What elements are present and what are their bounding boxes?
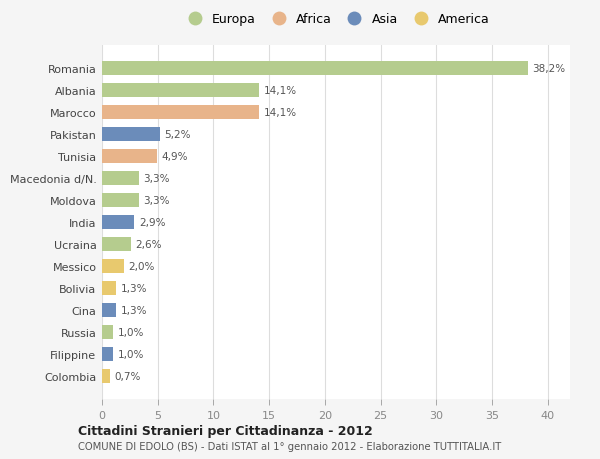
- Text: 2,6%: 2,6%: [136, 240, 162, 250]
- Text: 2,9%: 2,9%: [139, 218, 165, 228]
- Text: 3,3%: 3,3%: [143, 196, 170, 206]
- Bar: [102, 194, 139, 207]
- Bar: [102, 84, 259, 98]
- Bar: [102, 304, 116, 317]
- Bar: [102, 216, 134, 230]
- Bar: [102, 150, 157, 163]
- Text: 0,7%: 0,7%: [114, 371, 140, 381]
- Bar: [102, 172, 139, 185]
- Bar: [102, 238, 131, 252]
- Bar: [102, 62, 527, 76]
- Text: 1,3%: 1,3%: [121, 284, 148, 294]
- Text: Cittadini Stranieri per Cittadinanza - 2012: Cittadini Stranieri per Cittadinanza - 2…: [78, 424, 373, 437]
- Bar: [102, 106, 259, 119]
- Bar: [102, 326, 113, 339]
- Legend: Europa, Africa, Asia, America: Europa, Africa, Asia, America: [182, 13, 490, 26]
- Text: 3,3%: 3,3%: [143, 174, 170, 184]
- Text: 2,0%: 2,0%: [129, 262, 155, 272]
- Bar: [102, 347, 113, 361]
- Bar: [102, 260, 124, 274]
- Text: 14,1%: 14,1%: [263, 86, 296, 96]
- Text: COMUNE DI EDOLO (BS) - Dati ISTAT al 1° gennaio 2012 - Elaborazione TUTTITALIA.I: COMUNE DI EDOLO (BS) - Dati ISTAT al 1° …: [78, 441, 501, 451]
- Bar: [102, 128, 160, 141]
- Text: 5,2%: 5,2%: [164, 130, 191, 140]
- Text: 14,1%: 14,1%: [263, 108, 296, 118]
- Text: 38,2%: 38,2%: [532, 64, 565, 74]
- Bar: [102, 369, 110, 383]
- Text: 1,0%: 1,0%: [118, 349, 144, 359]
- Text: 1,3%: 1,3%: [121, 306, 148, 315]
- Text: 4,9%: 4,9%: [161, 151, 188, 162]
- Bar: [102, 282, 116, 295]
- Text: 1,0%: 1,0%: [118, 328, 144, 337]
